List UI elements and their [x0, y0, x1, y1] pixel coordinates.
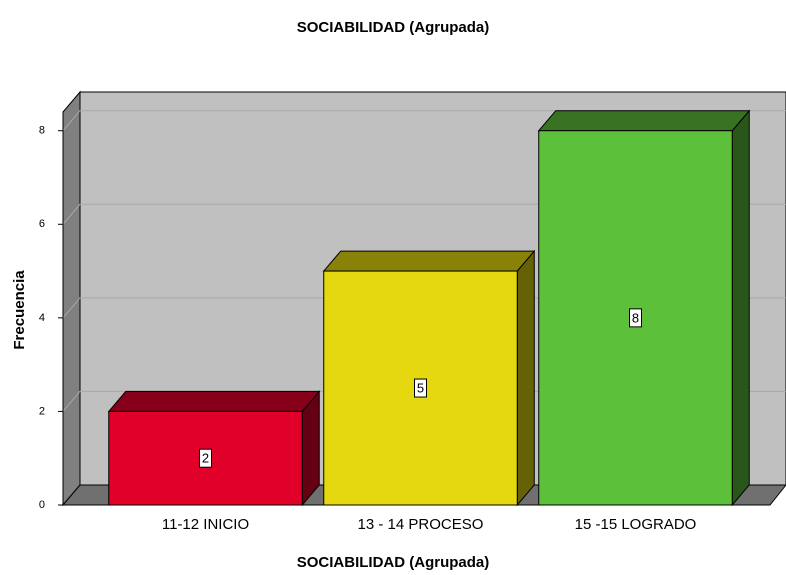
y-tick-label: 6 [39, 218, 45, 230]
value-label-box [414, 378, 427, 398]
x-tick-label: 13 - 14 PROCESO [358, 516, 484, 533]
value-label-box [629, 308, 642, 328]
y-tick-label: 0 [39, 499, 45, 511]
y-tick-label: 4 [39, 312, 45, 324]
left-wall [62, 90, 81, 507]
value-label-box [199, 448, 212, 468]
x-tick-label: 15 -15 LOGRADO [575, 516, 697, 533]
value-label: 2 [202, 451, 209, 466]
grid-line [62, 110, 786, 132]
value-label: 5 [417, 380, 424, 395]
bar-top [107, 390, 321, 412]
bar-side [516, 249, 535, 507]
chart-title: SOCIABILIDAD (Agrupada) [297, 19, 490, 36]
value-label: 8 [632, 310, 639, 325]
y-tick-label: 2 [39, 405, 45, 417]
y-axis-title: Frecuencia [11, 270, 28, 350]
x-tick-label: 11-12 INICIO [162, 516, 249, 533]
bar-side [731, 109, 750, 507]
bar-top [322, 250, 536, 272]
bar-top [537, 110, 751, 132]
y-tick-label: 8 [39, 125, 45, 137]
x-axis-title: SOCIABILIDAD (Agrupada) [297, 554, 490, 571]
